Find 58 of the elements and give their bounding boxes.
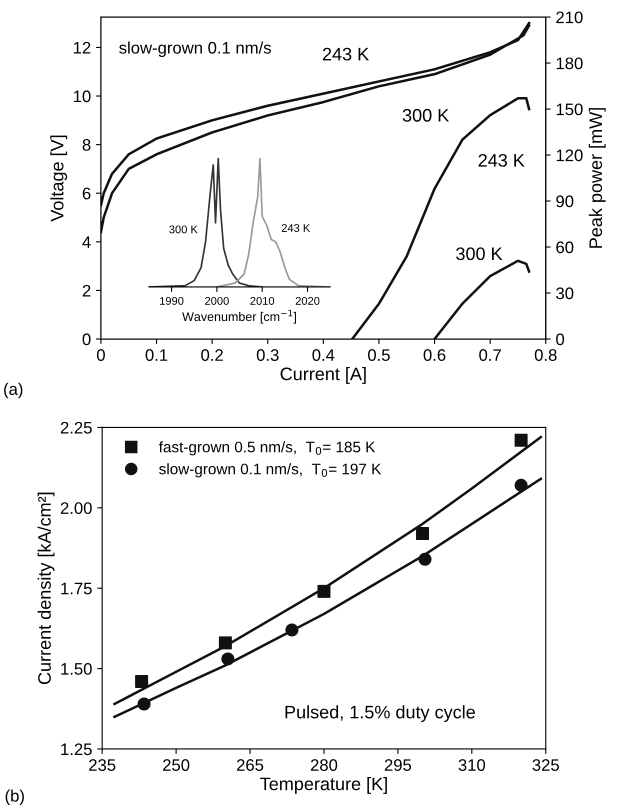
y-tick-label: 2 — [82, 284, 90, 296]
y-tick-label: 4 — [82, 236, 91, 248]
y-tick-label: 0 — [82, 333, 91, 346]
y-tick-label: 6 — [82, 188, 90, 200]
annotation: Pulsed, 1.5% duty cycle — [286, 705, 475, 722]
x-tick-label: 295 — [384, 759, 412, 771]
y-tick-label: 8 — [82, 139, 90, 151]
y2-tick-label: 180 — [556, 57, 583, 70]
y-tick-label: 1.75 — [61, 582, 92, 594]
y2-tick-label: 60 — [556, 241, 574, 254]
y-tick-label: 12 — [74, 42, 90, 54]
series-label: 243 K — [478, 154, 525, 167]
x-tick-label: 0.5 — [368, 349, 390, 361]
x-tick-label: 265 — [236, 759, 264, 771]
x-tick-label: 0.6 — [424, 349, 446, 361]
y-tick-label: 1.25 — [61, 743, 92, 756]
y2-tick-label: 150 — [556, 103, 583, 116]
y2-tick-label: 90 — [556, 195, 574, 208]
x-tick-label: 0.1 — [146, 349, 168, 361]
x-axis-title: Temperature [K] — [260, 777, 387, 794]
x-tick-label: 235 — [89, 759, 116, 771]
x-tick-label: 0.2 — [201, 349, 223, 361]
y2-axis-title: Peak power [mW] — [588, 108, 606, 248]
x-axis-title: Current [A] — [280, 367, 366, 384]
series-label: 300 K — [402, 108, 450, 122]
x-tick-label: 310 — [458, 759, 486, 771]
y2-tick-label: 210 — [556, 11, 583, 24]
y2-tick-label: 0 — [556, 333, 564, 346]
x-tick-label: 1990 — [160, 296, 184, 305]
y-tick-label: 10 — [74, 90, 91, 102]
x-tick-label: 0.3 — [256, 349, 279, 361]
y-axis-title: Current density [kA/cm²] — [38, 492, 54, 684]
annotation: slow-grown 0.1 nm/s — [119, 41, 271, 58]
y-axis-title: Voltage [V] — [50, 136, 68, 222]
y2-tick-label: 30 — [556, 287, 574, 300]
series-label: 300 K — [169, 225, 198, 234]
x-tick-label: 2000 — [205, 296, 229, 305]
series-label: 300 K — [456, 247, 502, 260]
x-tick-label: 2010 — [250, 296, 274, 305]
text: (b) — [6, 789, 24, 805]
text: (a) — [4, 382, 22, 398]
y-tick-label: 2.00 — [60, 502, 92, 514]
x-tick-label: 0.7 — [479, 349, 501, 361]
x-tick-label: 0.4 — [312, 349, 334, 361]
x-tick-label: 2020 — [296, 296, 320, 305]
series-label: 243 K — [282, 224, 310, 232]
legend-label: slow-grown 0.1 nm/s, T$_{0}$= 197 K — [159, 463, 382, 478]
series-label: 243 K — [322, 48, 369, 61]
x-axis-title: Wavenumber [cm$^{−1}$] — [182, 310, 296, 324]
x-tick-label: 0 — [96, 349, 105, 361]
y2-tick-label: 120 — [556, 149, 583, 162]
y-tick-label: 1.50 — [61, 663, 92, 675]
x-tick-label: 250 — [163, 759, 190, 771]
x-tick-label: 0.8 — [534, 349, 557, 361]
x-tick-label: 280 — [310, 759, 338, 771]
legend-label: fast-grown 0.5 nm/s, T$_{0}$= 185 K — [158, 441, 376, 456]
y-tick-label: 2.25 — [60, 422, 92, 434]
x-tick-label: 325 — [532, 759, 559, 771]
